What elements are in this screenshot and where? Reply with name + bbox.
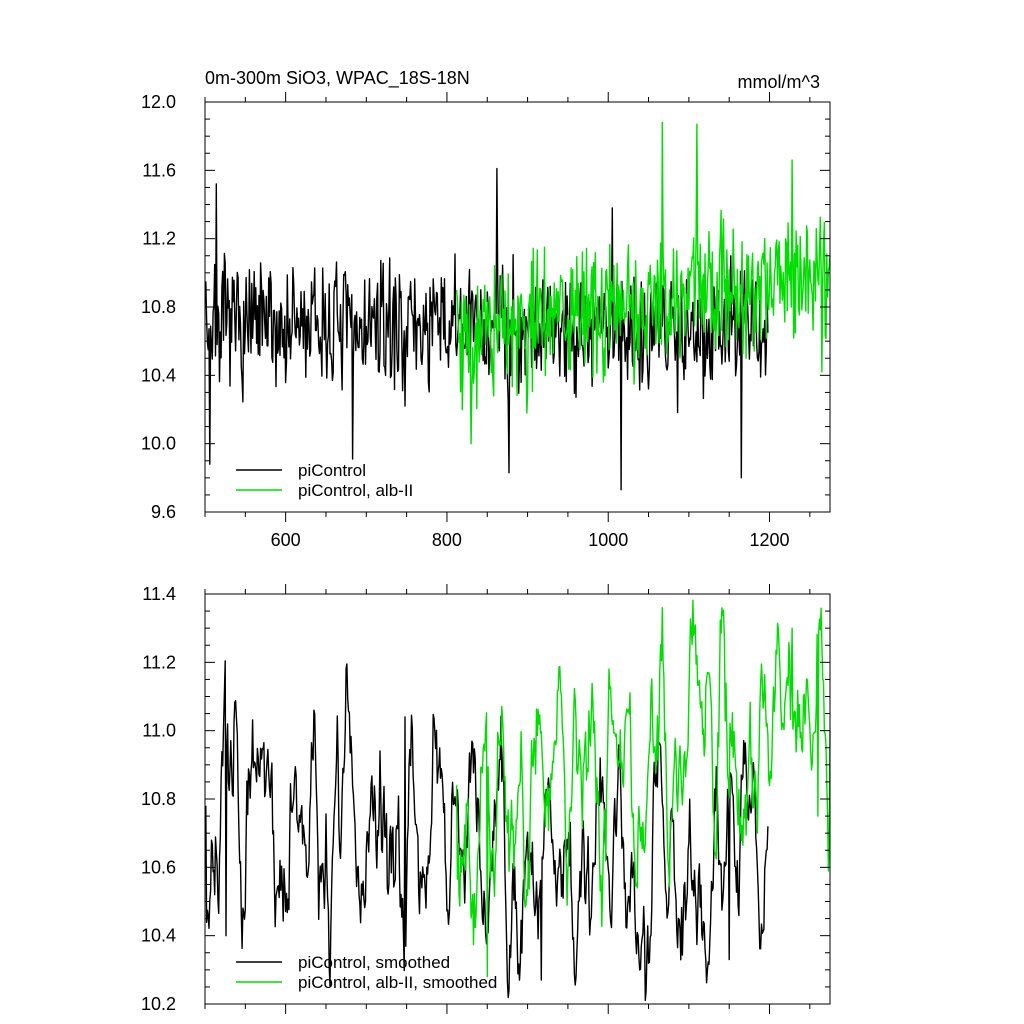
y-tick-label: 10.4: [141, 365, 176, 385]
top-panel: 0m-300m SiO3, WPAC_18S-18N mmol/m^3 600 8…: [141, 68, 831, 550]
y-tick-label: 9.6: [151, 502, 176, 522]
top-legend-label-alb-ii: piControl, alb-II: [298, 481, 413, 500]
bottom-legend-label-picontrol-smoothed: piControl, smoothed: [298, 953, 450, 972]
bottom-panel-legend: piControl, smoothed piControl, alb-II, s…: [236, 953, 497, 992]
x-tick-label: 1000: [588, 530, 628, 550]
bottom-panel: 10.2 10.4 10.6 10.8 11.0 11.2 11.4 piControl, …: [141, 584, 831, 1014]
y-tick-label: 11.4: [142, 584, 176, 604]
y-tick-label: 10.6: [141, 857, 176, 877]
x-tick-label: 1200: [749, 530, 789, 550]
y-tick-label: 10.8: [141, 789, 176, 809]
series-line-picontrol-alb-ii: [455, 121, 831, 445]
y-tick-label: 11.0: [142, 721, 176, 741]
top-panel-units: mmol/m^3: [738, 72, 820, 92]
top-legend-label-picontrol: piControl: [298, 461, 366, 480]
bottom-panel-plot-lines: [205, 599, 831, 1002]
top-panel-plot-lines: [205, 121, 831, 491]
x-tick-label: 800: [432, 530, 462, 550]
y-tick-label: 10.2: [141, 994, 176, 1014]
y-tick-label: 11.2: [142, 652, 176, 672]
top-panel-ticks: 600 800 1000 1200 9.6 10.0 10.4 10.8 11.2 11.6 12.…: [141, 92, 830, 550]
y-tick-label: 12.0: [141, 92, 176, 112]
x-tick-label: 600: [271, 530, 301, 550]
top-panel-legend: piControl piControl, alb-II: [236, 461, 413, 500]
series-line-picontrol-alb-ii-smoothed: [455, 599, 831, 978]
y-tick-label: 11.6: [142, 160, 176, 180]
top-panel-title: 0m-300m SiO3, WPAC_18S-18N: [205, 68, 470, 89]
y-tick-label: 10.4: [141, 926, 176, 946]
bottom-legend-label-alb-ii-smoothed: piControl, alb-II, smoothed: [298, 973, 497, 992]
y-tick-label: 10.0: [141, 434, 176, 454]
y-tick-label: 10.8: [141, 297, 176, 317]
bottom-panel-ticks: 10.2 10.4 10.6 10.8 11.0 11.2 11.4: [141, 584, 830, 1014]
y-tick-label: 11.2: [142, 229, 176, 249]
